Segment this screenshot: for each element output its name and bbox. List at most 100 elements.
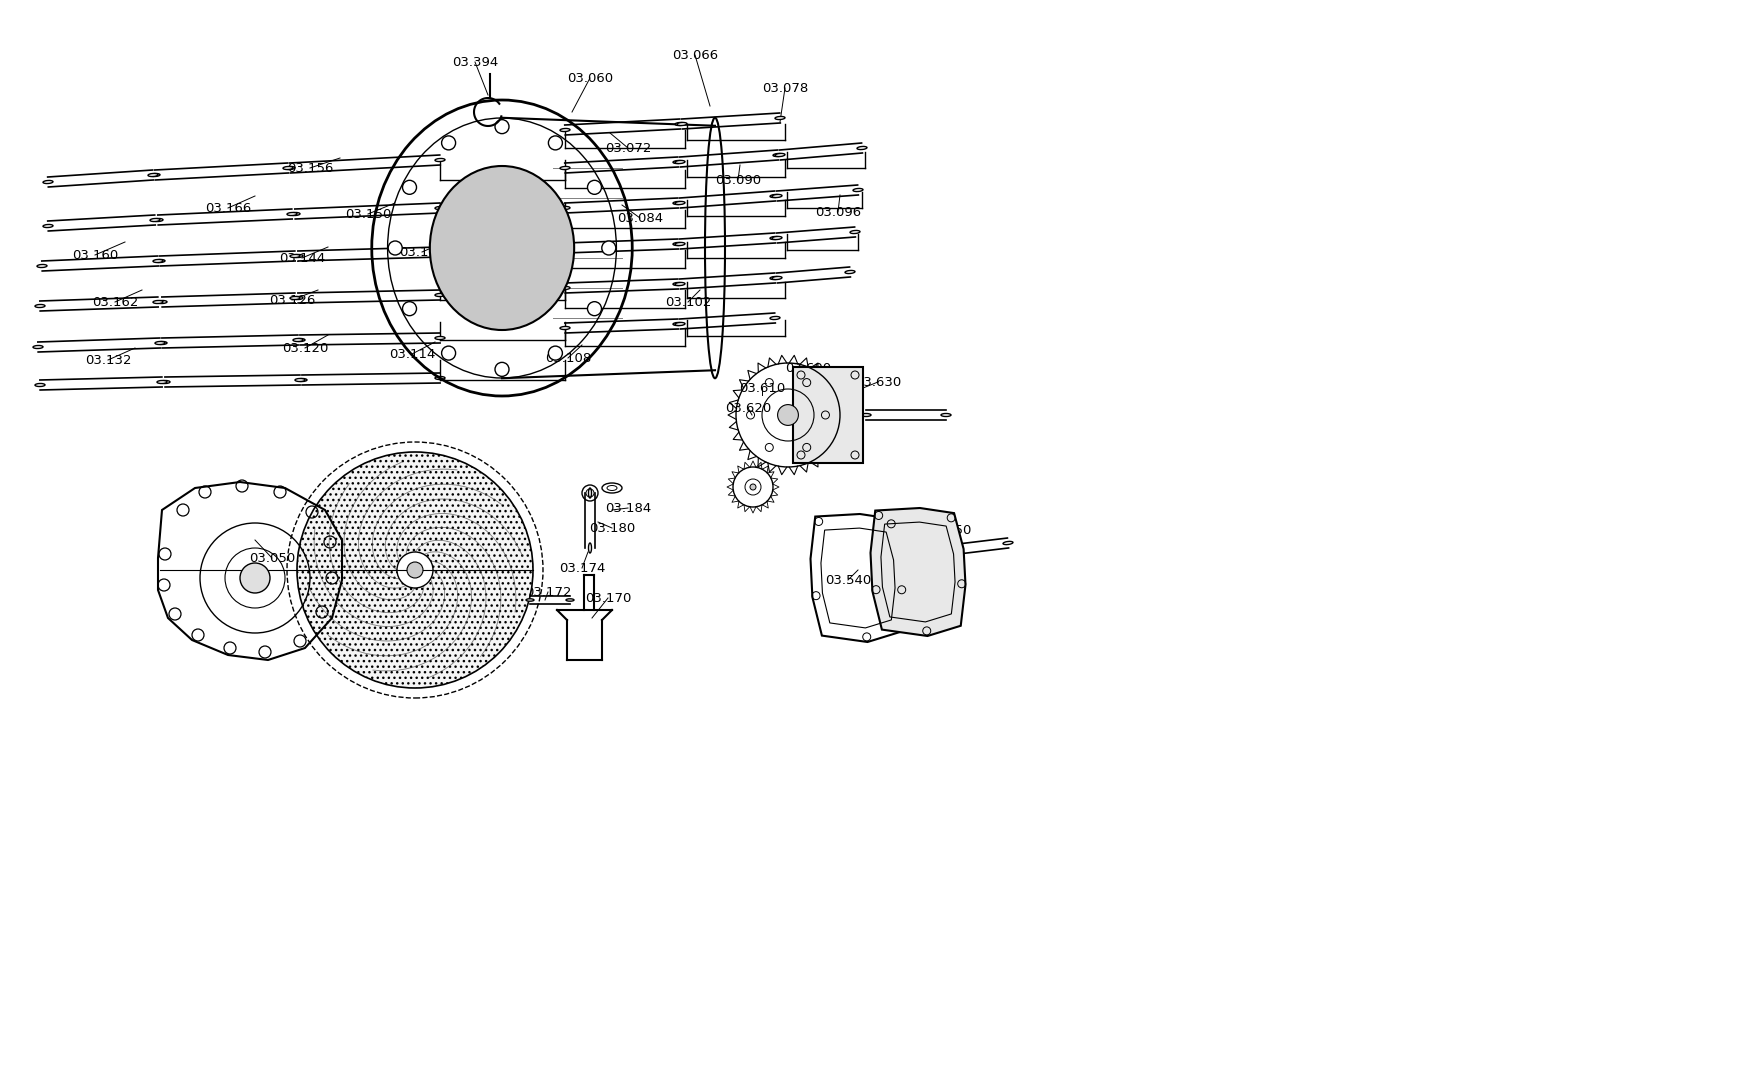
Circle shape bbox=[240, 563, 270, 593]
Ellipse shape bbox=[297, 379, 306, 382]
Ellipse shape bbox=[435, 207, 445, 210]
Ellipse shape bbox=[35, 305, 45, 307]
Ellipse shape bbox=[155, 341, 165, 345]
Ellipse shape bbox=[153, 260, 163, 262]
Circle shape bbox=[777, 404, 798, 426]
Ellipse shape bbox=[673, 201, 683, 204]
Ellipse shape bbox=[290, 213, 299, 215]
Text: 03.114: 03.114 bbox=[388, 348, 435, 361]
Text: 03.150: 03.150 bbox=[344, 208, 391, 220]
Text: 03.180: 03.180 bbox=[588, 521, 635, 535]
Text: 03.174: 03.174 bbox=[558, 562, 605, 575]
Text: 03.630: 03.630 bbox=[854, 376, 901, 388]
Ellipse shape bbox=[435, 293, 445, 296]
Ellipse shape bbox=[292, 255, 303, 258]
Circle shape bbox=[494, 120, 510, 134]
Ellipse shape bbox=[435, 336, 445, 339]
Text: 03.162: 03.162 bbox=[92, 295, 137, 308]
Circle shape bbox=[407, 562, 423, 578]
Text: 03.540: 03.540 bbox=[824, 574, 871, 586]
Circle shape bbox=[588, 302, 602, 316]
Ellipse shape bbox=[1002, 541, 1012, 545]
Ellipse shape bbox=[772, 195, 781, 198]
Ellipse shape bbox=[560, 167, 570, 169]
Circle shape bbox=[750, 484, 755, 490]
Ellipse shape bbox=[37, 264, 47, 268]
Circle shape bbox=[402, 302, 416, 316]
Ellipse shape bbox=[290, 296, 299, 300]
Ellipse shape bbox=[285, 167, 296, 169]
Ellipse shape bbox=[770, 236, 779, 240]
Ellipse shape bbox=[157, 381, 167, 383]
Text: 03.066: 03.066 bbox=[671, 48, 718, 61]
Circle shape bbox=[396, 552, 433, 588]
Text: 03.102: 03.102 bbox=[664, 295, 711, 308]
Circle shape bbox=[442, 346, 456, 361]
Circle shape bbox=[588, 181, 602, 195]
Text: 03.084: 03.084 bbox=[617, 212, 663, 225]
Ellipse shape bbox=[673, 160, 683, 164]
Ellipse shape bbox=[770, 276, 779, 279]
Ellipse shape bbox=[772, 153, 783, 156]
Circle shape bbox=[388, 241, 402, 255]
Ellipse shape bbox=[676, 122, 687, 125]
Ellipse shape bbox=[435, 158, 445, 162]
Text: 03.620: 03.620 bbox=[725, 401, 770, 414]
Text: 03.050: 03.050 bbox=[249, 551, 296, 565]
Bar bbox=[793, 367, 863, 463]
Text: 03.534: 03.534 bbox=[878, 551, 925, 565]
Ellipse shape bbox=[560, 246, 570, 249]
Text: 03.394: 03.394 bbox=[452, 56, 497, 68]
Ellipse shape bbox=[675, 201, 685, 204]
Text: 03.172: 03.172 bbox=[525, 585, 570, 598]
Ellipse shape bbox=[774, 117, 784, 120]
Ellipse shape bbox=[944, 549, 955, 552]
Ellipse shape bbox=[845, 271, 854, 274]
Ellipse shape bbox=[292, 338, 303, 341]
Text: 03.126: 03.126 bbox=[268, 293, 315, 306]
Ellipse shape bbox=[857, 147, 866, 150]
Ellipse shape bbox=[673, 243, 683, 245]
Ellipse shape bbox=[150, 173, 160, 177]
Ellipse shape bbox=[772, 276, 781, 279]
Ellipse shape bbox=[673, 322, 683, 325]
Ellipse shape bbox=[430, 166, 574, 330]
Ellipse shape bbox=[435, 377, 445, 380]
Text: 03.138: 03.138 bbox=[398, 245, 445, 259]
Text: 03.132: 03.132 bbox=[85, 353, 130, 367]
Ellipse shape bbox=[588, 488, 591, 498]
Ellipse shape bbox=[292, 296, 303, 300]
Text: 03.060: 03.060 bbox=[567, 72, 612, 85]
Circle shape bbox=[297, 452, 532, 688]
Ellipse shape bbox=[565, 599, 574, 601]
Ellipse shape bbox=[673, 282, 683, 286]
Circle shape bbox=[548, 136, 562, 150]
Ellipse shape bbox=[861, 413, 871, 416]
Ellipse shape bbox=[43, 225, 52, 228]
Text: 03.610: 03.610 bbox=[739, 382, 784, 395]
Text: 03.170: 03.170 bbox=[584, 592, 631, 605]
Ellipse shape bbox=[287, 213, 297, 215]
Ellipse shape bbox=[150, 218, 160, 221]
Ellipse shape bbox=[772, 236, 781, 240]
Text: 03.184: 03.184 bbox=[605, 502, 650, 515]
Ellipse shape bbox=[675, 160, 685, 164]
Ellipse shape bbox=[675, 282, 685, 286]
Ellipse shape bbox=[153, 301, 163, 304]
Circle shape bbox=[402, 181, 416, 195]
Text: 03.166: 03.166 bbox=[205, 201, 250, 214]
Text: 03.600: 03.600 bbox=[784, 362, 831, 374]
Ellipse shape bbox=[525, 599, 534, 601]
Text: 03.120: 03.120 bbox=[282, 341, 329, 354]
Ellipse shape bbox=[290, 255, 299, 258]
Ellipse shape bbox=[560, 128, 570, 132]
Text: 03.160: 03.160 bbox=[71, 248, 118, 261]
Ellipse shape bbox=[770, 317, 779, 320]
Ellipse shape bbox=[43, 181, 52, 184]
Circle shape bbox=[602, 241, 616, 255]
Ellipse shape bbox=[153, 218, 163, 221]
Text: 03.078: 03.078 bbox=[762, 81, 807, 94]
Ellipse shape bbox=[283, 167, 292, 169]
Ellipse shape bbox=[770, 195, 779, 198]
Ellipse shape bbox=[160, 381, 170, 383]
